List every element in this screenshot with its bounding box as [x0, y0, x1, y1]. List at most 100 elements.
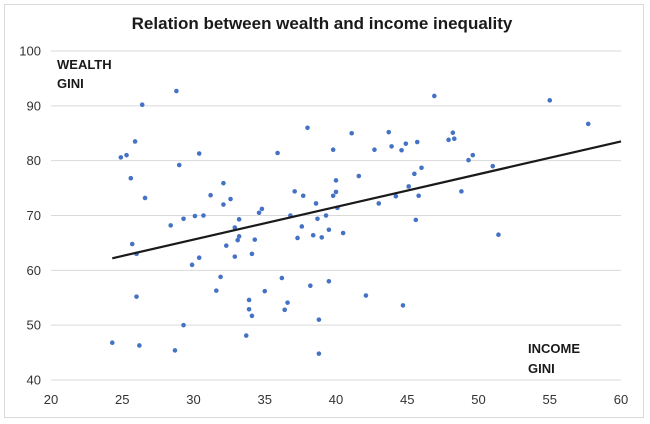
- data-point: [326, 227, 332, 233]
- data-point: [228, 196, 233, 202]
- data-point: [285, 300, 290, 305]
- data-point: [214, 288, 219, 293]
- data-point: [333, 189, 339, 195]
- data-point: [316, 351, 322, 356]
- y-tick-label: 80: [27, 153, 41, 168]
- x-tick-label: 55: [543, 392, 557, 407]
- data-point: [490, 163, 496, 169]
- data-point: [403, 141, 409, 146]
- x-axis-label-line1: INCOME: [528, 341, 580, 356]
- data-point: [310, 232, 316, 238]
- data-point: [129, 241, 135, 247]
- data-point: [243, 333, 249, 338]
- trendline: [112, 140, 622, 260]
- data-point: [399, 147, 404, 153]
- data-point: [363, 293, 369, 298]
- data-point: [137, 343, 142, 348]
- data-point: [326, 279, 332, 284]
- data-point: [400, 303, 406, 308]
- data-point: [189, 262, 195, 268]
- data-point: [393, 194, 399, 199]
- data-point: [305, 125, 310, 131]
- data-point: [450, 130, 456, 136]
- data-point: [319, 235, 325, 240]
- data-point: [416, 193, 421, 199]
- data-point: [134, 294, 139, 299]
- data-point: [386, 129, 392, 135]
- data-point: [330, 147, 336, 152]
- x-tick-label: 25: [115, 392, 129, 407]
- chart-title: Relation between wealth and income inequ…: [132, 14, 513, 33]
- data-point: [308, 283, 313, 288]
- data-point: [236, 234, 242, 239]
- data-point: [181, 216, 186, 222]
- data-point: [256, 210, 262, 216]
- data-point: [168, 223, 173, 228]
- x-tick-label: 50: [471, 392, 485, 407]
- data-point: [232, 254, 238, 259]
- data-point: [300, 193, 306, 199]
- x-tick-label: 40: [329, 392, 343, 407]
- x-axis-label-line2: GINI: [528, 361, 555, 376]
- data-point: [196, 151, 202, 156]
- data-point: [496, 232, 501, 237]
- data-point: [446, 137, 451, 143]
- y-tick-label: 100: [19, 44, 41, 59]
- data-point: [413, 217, 419, 223]
- data-point: [547, 98, 553, 103]
- data-point: [174, 88, 179, 94]
- data-point: [412, 171, 417, 177]
- data-point: [372, 147, 377, 152]
- data-point: [295, 235, 300, 241]
- data-point: [275, 150, 280, 156]
- data-point: [316, 317, 322, 322]
- data-point: [142, 195, 148, 201]
- gridlines: [51, 50, 621, 381]
- data-point: [181, 322, 186, 328]
- data-point: [292, 189, 297, 194]
- data-point: [262, 288, 268, 294]
- data-point: [221, 180, 226, 186]
- data-point: [236, 217, 242, 222]
- data-point: [128, 175, 134, 181]
- data-point: [466, 157, 471, 163]
- y-axis-label-line2: GINI: [57, 76, 84, 91]
- data-point: [349, 130, 354, 136]
- data-point: [176, 162, 182, 168]
- data-point: [221, 202, 226, 207]
- data-point: [414, 139, 420, 145]
- data-point: [279, 275, 285, 281]
- data-point: [249, 251, 255, 257]
- data-point: [376, 201, 382, 206]
- data-point: [246, 297, 252, 303]
- y-tick-labels: 40 50 60 70 80 90 100: [19, 44, 41, 388]
- data-point: [246, 306, 252, 312]
- data-point: [459, 189, 464, 194]
- y-tick-label: 70: [27, 208, 41, 223]
- y-tick-label: 60: [27, 263, 41, 278]
- data-point: [252, 237, 258, 242]
- data-point: [132, 139, 138, 144]
- data-point: [330, 193, 336, 199]
- chart-frame: [4, 4, 644, 418]
- data-point: [235, 237, 240, 243]
- data-point: [139, 102, 145, 108]
- data-point: [356, 173, 362, 179]
- x-tick-label: 60: [614, 392, 628, 407]
- data-point: [315, 216, 320, 222]
- data-point: [208, 192, 213, 198]
- x-tick-label: 35: [258, 392, 272, 407]
- x-tick-label: 30: [186, 392, 200, 407]
- data-point: [201, 213, 206, 218]
- data-point: [124, 152, 129, 158]
- data-point: [313, 201, 319, 206]
- data-point: [432, 93, 437, 99]
- data-point: [223, 243, 229, 248]
- y-axis-label-line1: WEALTH: [57, 57, 112, 72]
- x-tick-labels: 20 25 30 35 40 45 50 55 60: [44, 392, 628, 407]
- y-tick-label: 50: [27, 318, 41, 333]
- data-point: [470, 152, 476, 158]
- data-point: [406, 184, 411, 189]
- data-point: [340, 230, 346, 236]
